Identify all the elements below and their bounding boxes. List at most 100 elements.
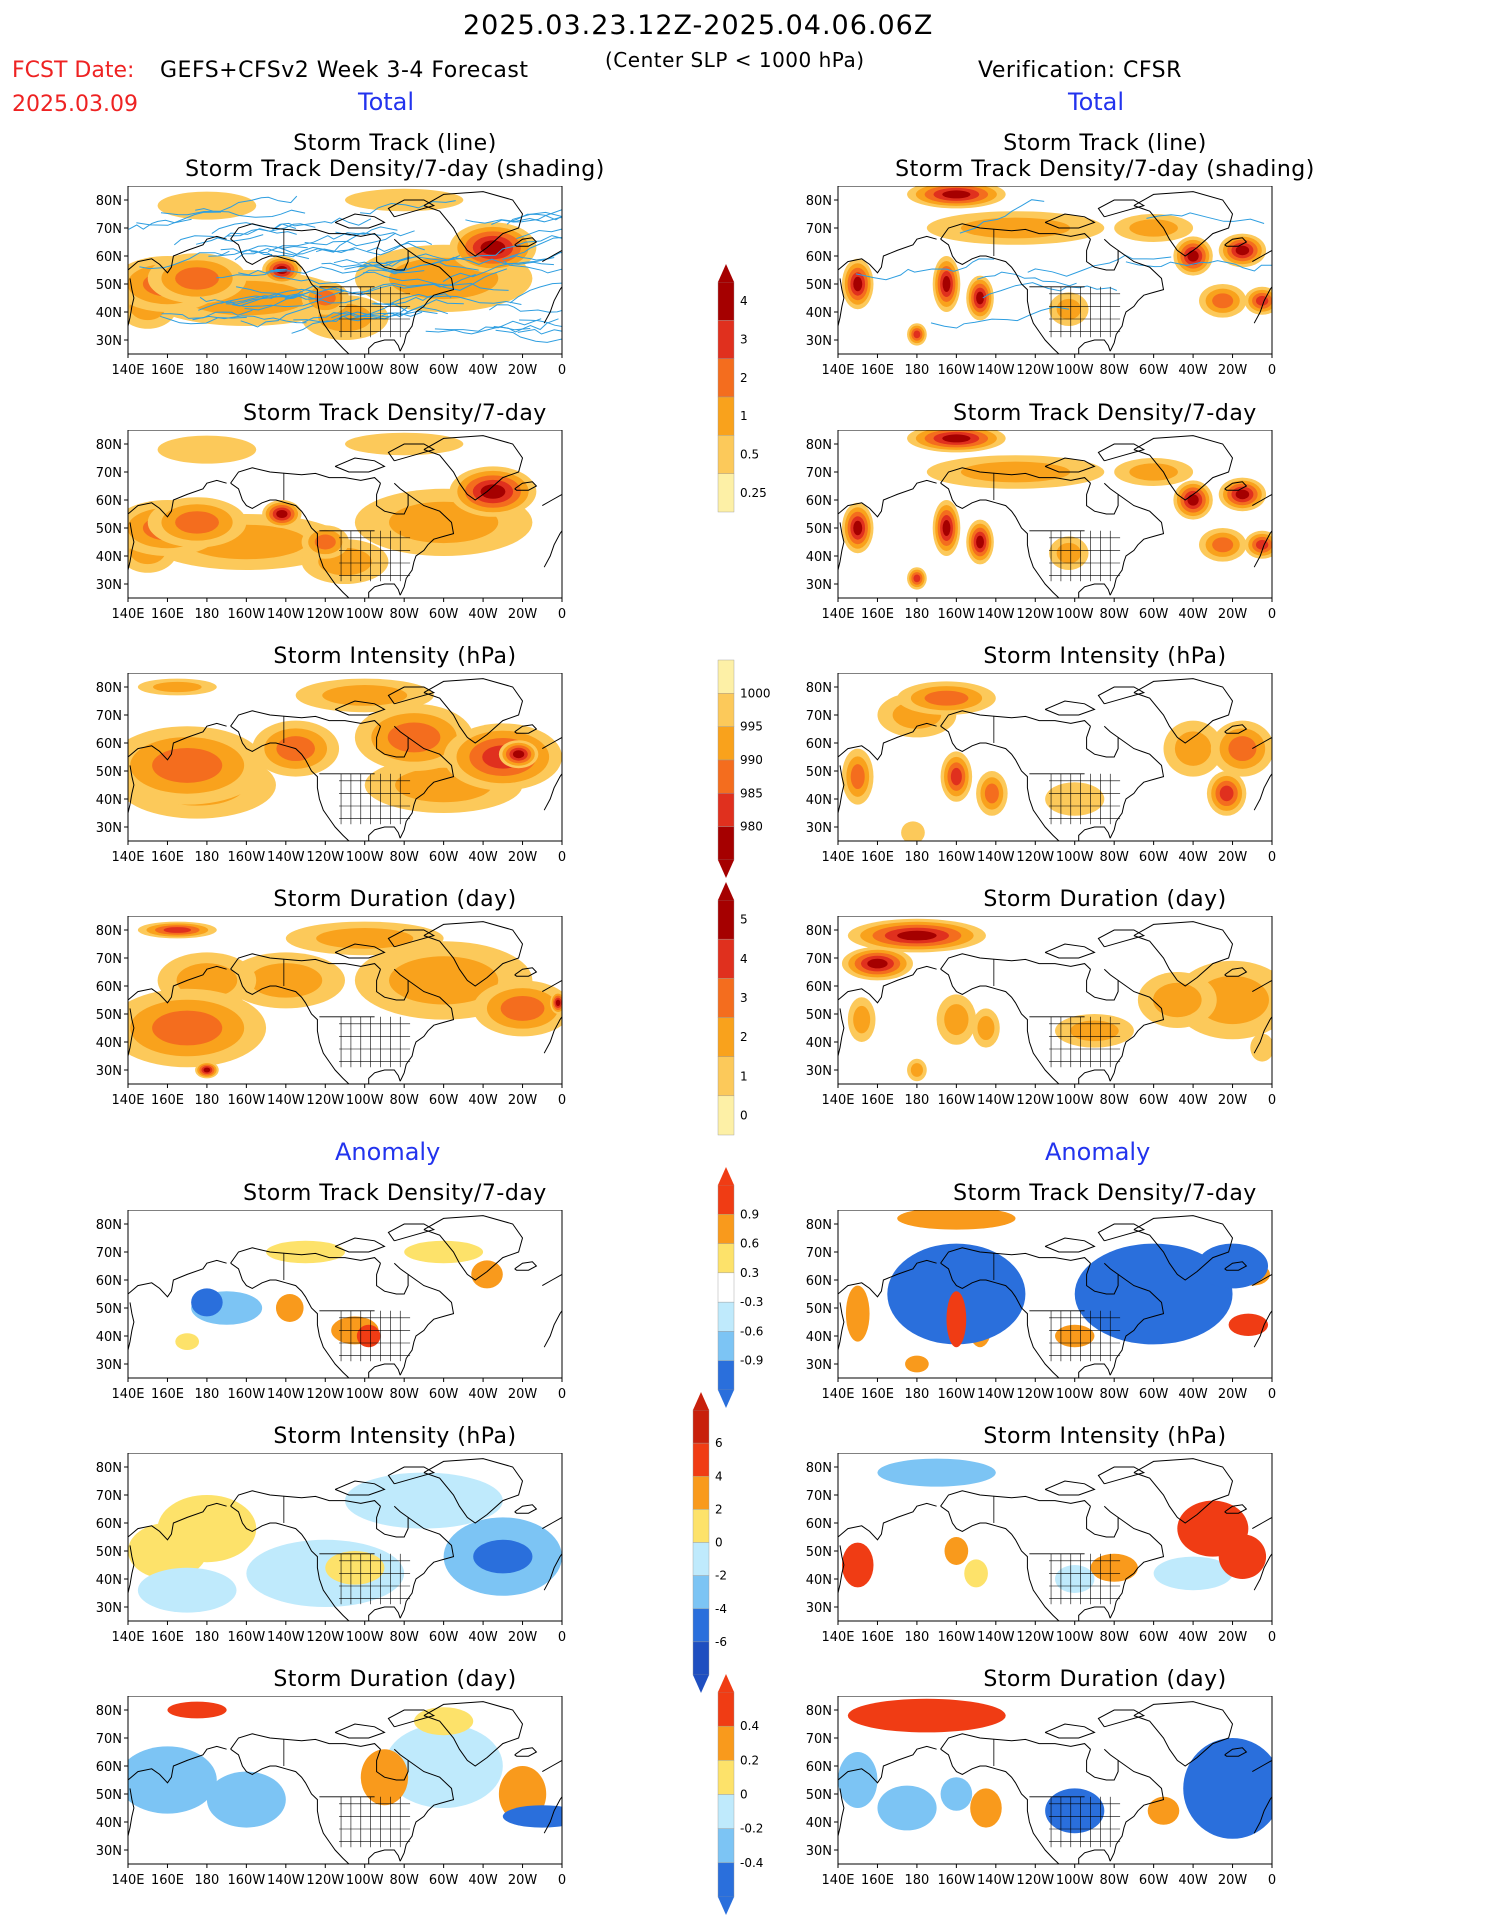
lon-label: 160W [228,850,266,865]
shading-cell [157,435,257,464]
lon-label: 40W [1178,363,1208,378]
coastline [1109,249,1165,352]
lat-label: 30N [806,578,832,593]
lon-label: 160W [228,1630,266,1645]
lon-label: 100W [346,1387,384,1402]
storm-track-line [495,329,562,343]
storm-track-line [236,285,348,299]
colorbar-label: 1000 [740,686,771,700]
shading-cell [877,1458,996,1487]
lon-label: 40W [1178,1630,1208,1645]
lon-label: 0 [1268,1630,1276,1645]
fcst-date-label: FCST Date: [12,58,135,83]
shading-cell [924,690,969,706]
lon-label: 140E [111,607,144,622]
colorbar-segment [692,1476,710,1510]
lon-label: 60W [429,1093,459,1108]
storm-track-line [198,291,310,311]
storm-track-line [516,228,562,240]
colorbar-segment [717,978,735,1018]
coastline [1252,249,1272,263]
lat-label: 60N [806,737,832,752]
shading-cell [1212,537,1234,553]
lon-label: 40W [1178,1387,1208,1402]
map-density-verification: 80N 70N 60N 50N 40N 30N 140E 160E 180 160W 140W 120… [806,430,1276,622]
section-total-left: Total [358,88,415,116]
coastline [1252,1273,1272,1287]
colorbar-segment [717,473,735,513]
section-anomaly-left: Anomaly [335,1138,441,1166]
coastline [1086,1748,1119,1781]
shading-cell [314,290,336,306]
lon-label: 160E [151,850,184,865]
colorbar-label: 4 [740,952,748,966]
map-anom-duration-verification: 80N 70N 60N 50N 40N 30N 140E 160E 180 160W 140W 120… [806,1696,1276,1888]
coastline [230,1490,381,1507]
colorbar-segment [717,1862,735,1898]
storm-track-line [234,247,310,261]
colorbar-segment [717,693,735,727]
colorbar-label: 0.3 [740,1266,759,1280]
coastline [1078,1363,1111,1378]
coastline [368,826,401,841]
lon-label: 60W [1139,850,1169,865]
colorbar-segment [717,1272,735,1303]
coastline [940,1262,1060,1378]
coastline [368,1606,401,1621]
map-anom-duration-forecast: 80N 70N 60N 50N 40N 30N 140E 160E 180 160W 140W 120… [96,1696,566,1888]
colorbar-segment [717,1794,735,1829]
coastline [1044,1480,1096,1496]
colorbar-segment [717,396,735,436]
shading-cell [950,767,962,786]
lon-label: 40W [1178,850,1208,865]
shading-cell [266,1240,345,1264]
lon-label: 160E [151,1873,184,1888]
coastline [230,710,381,727]
lat-label: 60N [806,980,832,995]
coastline [940,1490,1091,1507]
lat-label: 60N [806,1760,832,1775]
coastline [1097,1466,1146,1485]
colorbar-arrow [718,860,734,878]
storm-track-line [373,293,452,306]
lon-label: 40W [468,1387,498,1402]
map-track-forecast: 80N 70N 60N 50N 40N 30N 140E 160E 180 160W 140W 120… [96,186,566,378]
lon-label: 180 [194,1873,219,1888]
shading-cell [877,1785,937,1831]
storm-track-line [491,214,562,225]
title-anom-duration-right: Storm Duration (day) [983,1667,1227,1692]
lat-label: 50N [806,522,832,537]
lat-label: 70N [806,222,832,237]
lon-label: 20W [1218,1387,1248,1402]
coastline [838,1545,845,1594]
colorbar-segment [717,358,735,398]
lat-label: 70N [96,709,122,724]
colorbar-segment [717,320,735,359]
coastline [334,1480,386,1496]
lon-label: 100W [346,850,384,865]
colorbar-segment [717,1360,735,1391]
title-intensity-left: Storm Intensity (hPa) [273,644,517,669]
lat-label: 70N [96,952,122,967]
lat-label: 40N [96,306,122,321]
shading-cell [901,821,925,841]
criterion-title: (Center SLP < 1000 hPa) [605,48,865,72]
storm-track-line [509,236,562,258]
lon-label: 140W [267,607,305,622]
lon-label: 100W [1056,850,1094,865]
colorbar-label: -6 [715,1635,727,1649]
lon-label: 160E [151,607,184,622]
colorbar-label: 0.5 [740,448,759,462]
colorbar-label: 2 [715,1502,723,1516]
coastline [387,686,436,705]
shading-cell [847,1698,1006,1733]
map-density-forecast: 80N 70N 60N 50N 40N 30N 140E 160E 180 160W 140W 120… [96,430,566,622]
shading-cell [910,1063,923,1077]
shading-cell [942,276,951,292]
lon-label: 140E [821,1093,854,1108]
storm-track-line [465,217,562,224]
coastline [1224,237,1248,247]
coastline [514,724,538,734]
lat-label: 70N [806,1489,832,1504]
coastline [399,736,455,839]
